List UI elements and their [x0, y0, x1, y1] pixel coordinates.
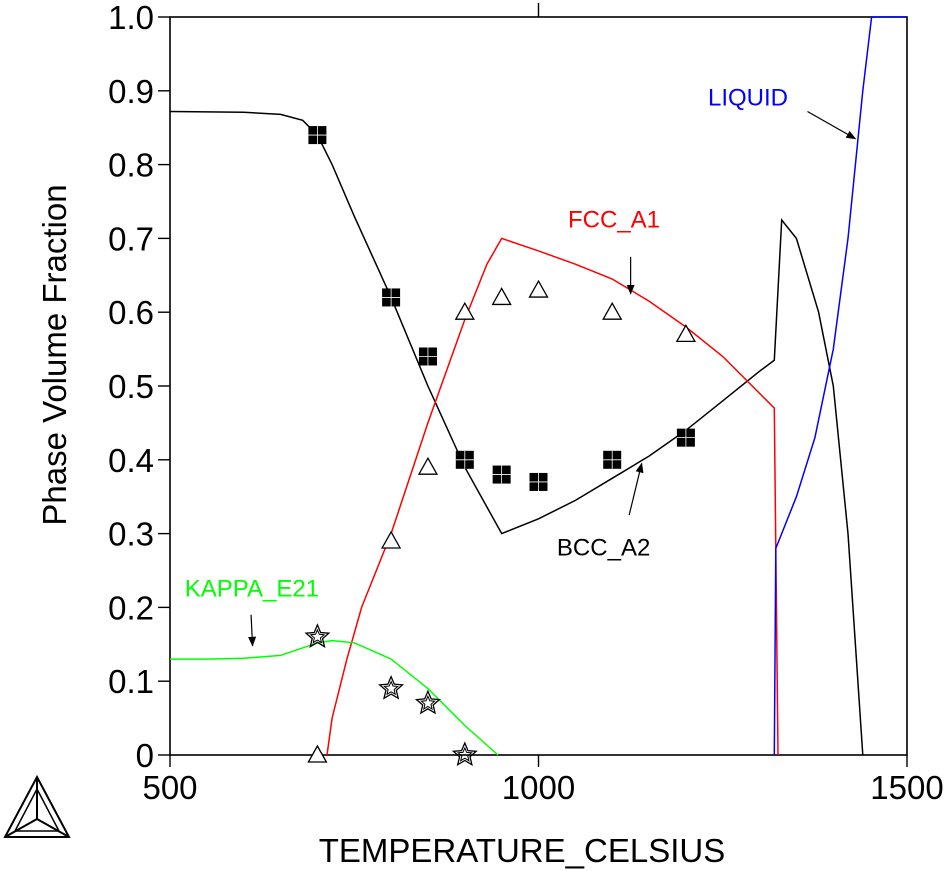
kappa-data-point-inner	[456, 746, 473, 762]
series-arrow-liquid	[807, 110, 857, 140]
fcc-data-point	[491, 287, 512, 306]
kappa-data-point	[304, 623, 331, 648]
kappa-data-point-inner	[420, 694, 436, 711]
kappa-data-point	[414, 689, 441, 715]
y-tick-label: 0.6	[108, 294, 154, 331]
markers-layer	[304, 126, 697, 767]
thermo-calc-triangle-logo	[3, 774, 71, 838]
plot-border	[169, 16, 908, 756]
y-tick-label: 0.2	[108, 589, 154, 626]
kappa-data-point-inner	[383, 680, 400, 696]
x-axis-title: TEMPERATURE_CELSIUS	[319, 832, 725, 869]
kappa-data-point-inner	[309, 628, 326, 644]
y-tick-label: 0.9	[108, 73, 154, 110]
series-line-bcc_a2	[169, 110, 864, 756]
y-tick-label: 0.7	[108, 220, 154, 257]
series-label-fcc_a1: FCC_A1	[568, 206, 660, 233]
series-label-kappa_e21: KAPPA_E21	[185, 575, 319, 602]
fcc-data-point	[417, 456, 439, 475]
y-tick-label: 0.4	[108, 442, 154, 479]
fcc-data-point	[454, 301, 475, 320]
fcc-data-point	[307, 744, 328, 763]
x-tick-label: 1000	[502, 769, 575, 806]
y-tick-label: 0	[136, 737, 154, 774]
fcc-data-point	[380, 530, 402, 549]
y-tick-label: 1.0	[108, 0, 154, 36]
y-tick-label: 0.1	[108, 663, 154, 700]
series-arrow-kappa_e21	[248, 614, 257, 647]
y-axis-title: Phase Volume Fraction	[36, 184, 73, 525]
y-tick-label: 0.3	[108, 516, 154, 553]
ticks-layer: 0 0.1 0.2 0.3 0.4 0.5 0.6 0.7 0.8 0.9 1.0 500 1000 15…	[108, 0, 944, 806]
kappa-data-point	[451, 741, 478, 767]
fcc-data-point	[528, 279, 549, 298]
labels-layer: BCC_A2 FCC_A1 LIQUID KAPPA_E21	[185, 85, 857, 647]
series-arrow-bcc_a2	[628, 462, 644, 516]
plot-frame	[169, 3, 908, 756]
y-tick-label: 0.5	[108, 368, 154, 405]
series-label-bcc_a2: BCC_A2	[557, 535, 650, 562]
y-tick-label: 0.8	[108, 147, 154, 184]
x-tick-label: 500	[142, 769, 197, 806]
fcc-data-point	[602, 301, 623, 320]
series-line-liquid	[773, 16, 907, 756]
kappa-data-point	[378, 674, 405, 700]
series-layer	[169, 16, 907, 756]
series-line-kappa_e21	[170, 639, 499, 756]
x-tick-label: 1500	[870, 769, 943, 806]
fcc-data-point	[675, 324, 697, 342]
series-label-liquid: LIQUID	[708, 85, 788, 112]
series-line-fcc_a1	[326, 237, 779, 756]
